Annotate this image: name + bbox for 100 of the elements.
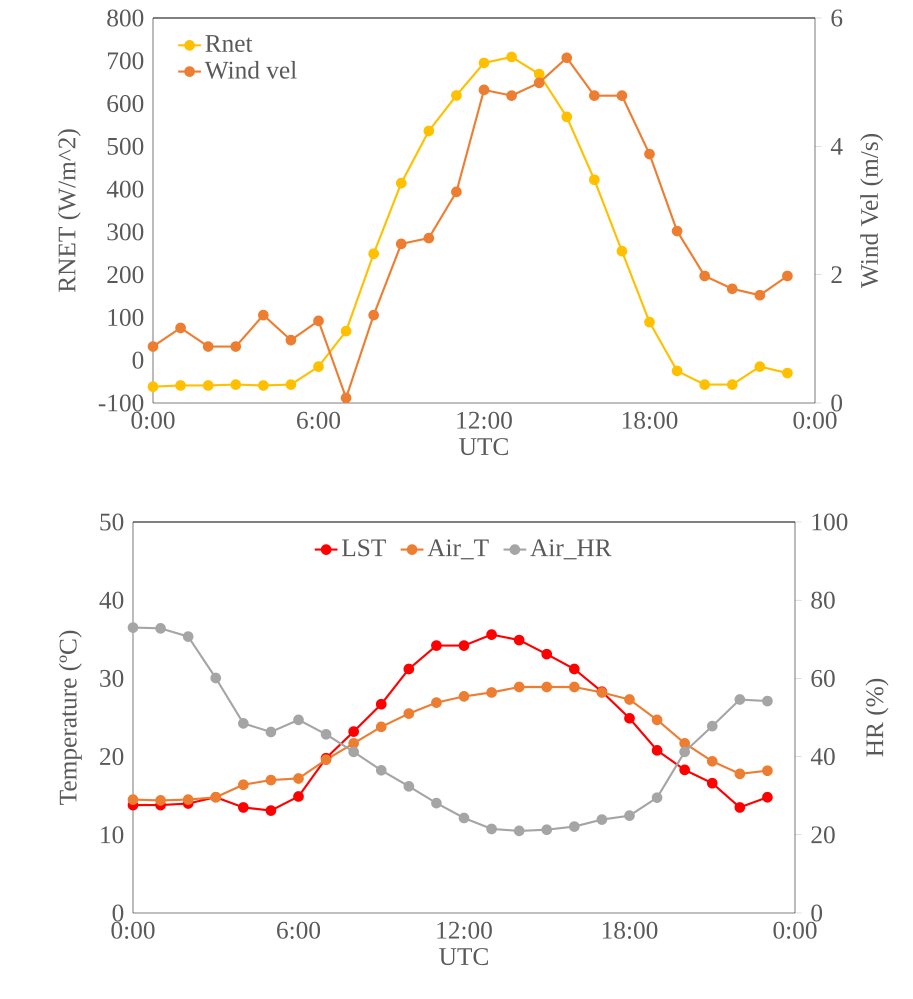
- point: [514, 634, 524, 646]
- x-tick-label: 18:00: [622, 412, 678, 429]
- point: [368, 248, 380, 260]
- y2-tick-label: 100: [812, 513, 848, 531]
- point: [293, 791, 304, 802]
- point: [155, 623, 166, 634]
- point: [403, 708, 414, 719]
- point: [182, 631, 194, 642]
- y-tick-label: 600: [107, 95, 144, 112]
- x-axis-title: UTC: [439, 948, 488, 966]
- point: [726, 379, 738, 390]
- point: [458, 691, 470, 702]
- point: [616, 246, 628, 256]
- y-tick-label: -100: [98, 394, 144, 412]
- x-tick-label: 0:00: [131, 412, 175, 429]
- y2-tick-label: 0: [831, 394, 842, 412]
- point: [568, 682, 580, 692]
- point: [348, 738, 359, 749]
- point: [238, 718, 249, 729]
- point: [376, 764, 387, 776]
- point: [266, 726, 276, 738]
- point: [706, 778, 718, 789]
- y2-tick-label: 40: [810, 748, 835, 766]
- point: [506, 90, 517, 101]
- y-tick-label: 800: [107, 9, 144, 27]
- point: [230, 341, 242, 352]
- point: [486, 629, 497, 640]
- point: [478, 58, 490, 68]
- point: [423, 232, 434, 244]
- point: [534, 68, 544, 80]
- y-tick-label: 50: [100, 513, 124, 531]
- point: [726, 283, 738, 294]
- point: [568, 821, 580, 832]
- point: [266, 774, 276, 786]
- point: [706, 720, 718, 732]
- point: [155, 795, 166, 806]
- y2-axis-title: HR (%): [866, 678, 888, 757]
- x-tick-label: 12:00: [437, 922, 492, 939]
- point: [182, 794, 194, 805]
- point: [644, 148, 655, 160]
- point: [148, 341, 158, 352]
- y-axis-title: RNET (W/m^2): [58, 129, 81, 292]
- point: [238, 779, 249, 790]
- y-tick-label: 0: [132, 352, 144, 369]
- point: [644, 316, 655, 328]
- y-tick-label: 300: [108, 223, 144, 240]
- point: [340, 392, 352, 404]
- point: [734, 768, 746, 780]
- y2-tick-label: 0: [811, 904, 822, 922]
- point: [478, 84, 490, 96]
- point: [624, 712, 635, 724]
- point: [734, 802, 746, 813]
- point: [782, 368, 793, 378]
- point: [652, 745, 662, 756]
- point: [175, 322, 186, 334]
- point: [431, 640, 442, 651]
- point: [403, 780, 414, 792]
- y2-tick-label: 80: [811, 592, 835, 609]
- y2-tick-label: 60: [811, 670, 835, 687]
- y-tick-label: 0: [112, 904, 124, 922]
- point: [762, 765, 773, 776]
- point: [293, 773, 304, 784]
- point: [313, 316, 324, 326]
- x-tick-label: 0:00: [111, 922, 155, 939]
- point: [202, 341, 214, 352]
- point: [458, 812, 470, 824]
- x-tick-label: 18:00: [602, 922, 658, 939]
- point: [293, 714, 304, 726]
- point: [534, 77, 544, 88]
- y-axis-title: Temperature (ºC): [58, 630, 82, 805]
- y2-tick-label: 4: [830, 138, 843, 155]
- point: [699, 270, 710, 282]
- point: [486, 824, 497, 834]
- point: [202, 380, 214, 391]
- point: [754, 361, 766, 372]
- y-tick-label: 200: [107, 266, 144, 284]
- point: [624, 810, 635, 821]
- point: [672, 366, 682, 376]
- point: [596, 814, 608, 825]
- point: [541, 824, 552, 836]
- point: [238, 802, 249, 813]
- y-tick-label: 400: [106, 180, 144, 198]
- point: [588, 174, 600, 186]
- legend-label: Rnet: [205, 35, 252, 52]
- y2-tick-label: 20: [811, 826, 835, 844]
- point: [506, 52, 517, 62]
- point: [672, 226, 682, 236]
- point: [679, 738, 690, 749]
- point: [616, 90, 628, 101]
- point: [762, 696, 773, 706]
- y-tick-label: 40: [99, 592, 124, 609]
- point: [431, 798, 442, 808]
- point: [148, 381, 158, 392]
- point: [458, 640, 470, 651]
- point: [624, 694, 635, 705]
- x-tick-label: 6:00: [297, 412, 340, 429]
- x-tick-label: 0:00: [773, 922, 817, 939]
- point: [734, 694, 746, 705]
- legend-label: Wind vel: [204, 60, 297, 79]
- point: [451, 90, 462, 101]
